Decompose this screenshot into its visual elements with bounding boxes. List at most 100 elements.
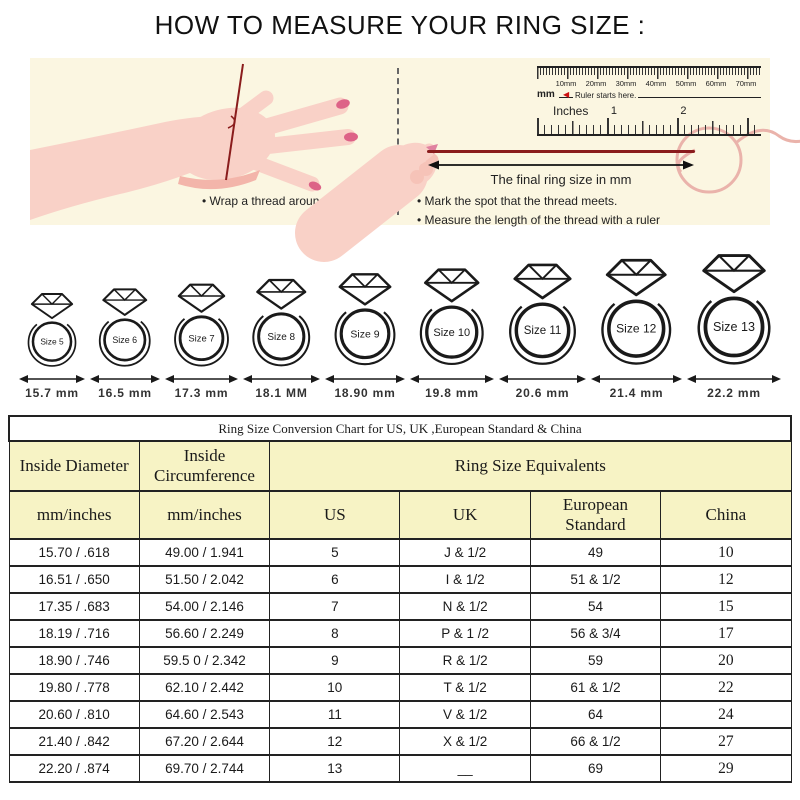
conversion-table: Ring Size Conversion Chart for US, UK ,E…: [8, 415, 792, 783]
ring-size-12: Size 12 21.4 mm: [591, 253, 682, 400]
inches-label: Inches: [553, 104, 589, 118]
table-cell: 5: [269, 538, 401, 567]
ring-measurement: 17.3 mm: [174, 386, 229, 400]
table-cell: 10: [269, 673, 401, 702]
table-cell: 67.20 / 2.644: [138, 727, 271, 756]
ring-size-10: Size 10 19.8 mm: [410, 263, 494, 400]
diameter-arrow: [687, 375, 781, 383]
mm-label: 70mm: [735, 79, 757, 88]
header-ring-size-equivalents: Ring Size Equivalents: [269, 440, 792, 492]
ring-size-8: Size 8 18.1 MM: [243, 274, 320, 400]
svg-text:Size 5: Size 5: [40, 337, 64, 347]
table-row: 21.40 / .842 67.20 / 2.644 12 X & 1/2 66 & 1…: [8, 727, 792, 756]
table-cell: 22: [660, 673, 792, 702]
table-title-row: Ring Size Conversion Chart for US, UK ,E…: [8, 415, 792, 442]
subheader-china: China: [660, 490, 792, 540]
table-cell: 11: [269, 700, 401, 729]
table-cell: 69.70 / 2.744: [138, 754, 271, 783]
ring-measurement: 19.8 mm: [425, 386, 479, 400]
table-row: 16.51 / .650 51.50 / 2.042 6 I & 1/2 51 & 1/…: [8, 565, 792, 594]
ring-size-13: Size 13 22.2 mm: [687, 248, 781, 400]
ring-diagram: Size 11: [509, 263, 576, 365]
ring-size-7: Size 7 17.3 mm: [165, 279, 238, 400]
final-size-label: The final ring size in mm: [490, 172, 632, 187]
final-size-arrow: [428, 160, 694, 170]
table-row: 15.70 / .618 49.00 / 1.941 5 J & 1/2 49 10: [8, 538, 792, 567]
ring-measurement: 16.5 mm: [98, 386, 152, 400]
table-cell: 54: [529, 592, 662, 621]
table-cell: X & 1/2: [399, 727, 531, 756]
table-cell: 24: [660, 700, 792, 729]
ring-diagram: Size 8: [252, 278, 311, 366]
mm-label: 10mm: [555, 79, 577, 88]
table-cell: 21.40 / .842: [8, 727, 140, 756]
table-cell: 56.60 / 2.249: [138, 619, 271, 648]
table-cell: 6: [269, 565, 401, 594]
diameter-arrow: [90, 375, 160, 383]
instruction-text: Measure the length of the thread with a …: [417, 211, 660, 230]
table-cell: 54.00 / 2.146: [138, 592, 271, 621]
table-cell: P & 1 /2: [399, 619, 531, 648]
mm-label: 50mm: [675, 79, 697, 88]
mm-label: 40mm: [645, 79, 667, 88]
subheader-european-standard: European Standard: [529, 490, 662, 540]
subheader-us: US: [269, 490, 401, 540]
table-cell: 27: [660, 727, 792, 756]
diameter-arrow: [19, 375, 85, 383]
table-cell: 22.20 / .874: [8, 754, 140, 783]
rings-row: Size 5 15.7 mm Size 6 16.5 mm Size 7 17.3 mm S…: [10, 240, 790, 400]
mm-unit-label: mm: [537, 89, 555, 100]
table-cell: 15.70 / .618: [8, 538, 140, 567]
table-cell: 7: [269, 592, 401, 621]
table-cell: 62.10 / 2.442: [138, 673, 271, 702]
hand-thread-illustration: [30, 63, 358, 220]
mm-label: 20mm: [585, 79, 607, 88]
table-group-header-row: Inside Diameter Inside Circumference Rin…: [8, 440, 792, 492]
subheader-uk: UK: [399, 490, 531, 540]
svg-text:Size 11: Size 11: [524, 325, 562, 337]
table-cell: 51 & 1/2: [529, 565, 662, 594]
table-cell: 56 & 3/4: [529, 619, 662, 648]
table-cell: 49.00 / 1.941: [138, 538, 271, 567]
ruler-inches-section: Inches 1 2: [537, 104, 761, 136]
ruler-start-note: Ruler starts here.: [573, 91, 639, 100]
table-cell: 59: [529, 646, 662, 675]
table-cell: R & 1/2: [399, 646, 531, 675]
svg-text:Size 10: Size 10: [434, 327, 471, 339]
ring-diagram: Size 13: [697, 253, 771, 365]
table-cell: 16.51 / .650: [8, 565, 140, 594]
panel-measure-ruler: 10mm 20mm 30mm 40mm 50mm 60mm 70mm mm ◀ …: [295, 58, 800, 262]
ring-measurement: 21.4 mm: [609, 386, 664, 400]
table-cell: 20: [660, 646, 792, 675]
table-cell: __: [399, 754, 531, 783]
table-cell: I & 1/2: [399, 565, 531, 594]
ring-measurement: 20.6 mm: [515, 386, 570, 400]
table-cell: 66 & 1/2: [529, 727, 662, 756]
table-row: 18.90 / .746 59.5 0 / 2.342 9 R & 1/2 59 20: [8, 646, 792, 675]
inch-number: 2: [680, 105, 687, 117]
table-cell: N & 1/2: [399, 592, 531, 621]
table-cell: 51.50 / 2.042: [138, 565, 271, 594]
ruler-start-marker-icon: ◀: [563, 90, 570, 99]
table-cell: 19.80 / .778: [8, 673, 140, 702]
conversion-table-body: 15.70 / .618 49.00 / 1.941 5 J & 1/2 49 10 16.…: [8, 538, 792, 783]
table-cell: 8: [269, 619, 401, 648]
ring-size-5: Size 5 15.7 mm: [19, 289, 85, 400]
table-cell: J & 1/2: [399, 538, 531, 567]
ring-diagram: Size 9: [334, 273, 396, 366]
ring-measurement: 22.2 mm: [707, 386, 761, 400]
table-cell: 64: [529, 700, 662, 729]
table-row: 20.60 / .810 64.60 / 2.543 11 V & 1/2 64 24: [8, 700, 792, 729]
ruler: 10mm 20mm 30mm 40mm 50mm 60mm 70mm mm ◀ …: [537, 66, 761, 146]
table-cell: V & 1/2: [399, 700, 531, 729]
table-cell: 49: [529, 538, 662, 567]
header-inside-circumference: Inside Circumference: [138, 440, 271, 492]
table-cell: 12: [269, 727, 401, 756]
ring-size-9: Size 9 18.90 mm: [325, 268, 405, 400]
table-cell: 10: [660, 538, 792, 567]
table-row: 17.35 / .683 54.00 / 2.146 7 N & 1/2 54 15: [8, 592, 792, 621]
header-inside-diameter: Inside Diameter: [8, 440, 140, 492]
table-cell: 9: [269, 646, 401, 675]
ring-diagram: Size 7: [174, 283, 229, 367]
ring-size-6: Size 6 16.5 mm: [90, 284, 160, 400]
